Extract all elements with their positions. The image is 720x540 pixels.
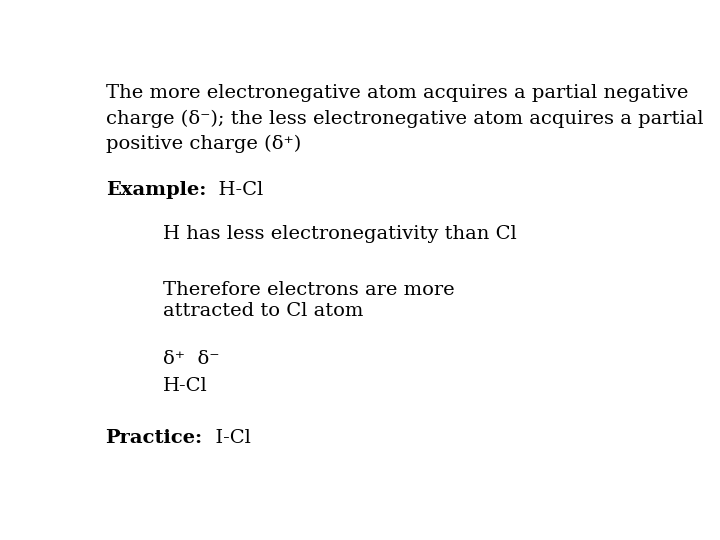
Text: Therefore electrons are more
attracted to Cl atom: Therefore electrons are more attracted t… <box>163 281 454 320</box>
Text: positive charge (δ⁺): positive charge (δ⁺) <box>106 135 301 153</box>
Text: H-Cl: H-Cl <box>206 181 264 199</box>
Text: δ⁺  δ⁻: δ⁺ δ⁻ <box>163 349 219 368</box>
Text: charge (δ⁻); the less electronegative atom acquires a partial: charge (δ⁻); the less electronegative at… <box>106 109 703 127</box>
Text: The more electronegative atom acquires a partial negative: The more electronegative atom acquires a… <box>106 84 688 102</box>
Text: H has less electronegativity than Cl: H has less electronegativity than Cl <box>163 225 516 243</box>
Text: H-Cl: H-Cl <box>163 377 207 395</box>
Text: Example:: Example: <box>106 181 206 199</box>
Text: Practice:: Practice: <box>106 429 203 447</box>
Text: I-Cl: I-Cl <box>203 429 251 447</box>
